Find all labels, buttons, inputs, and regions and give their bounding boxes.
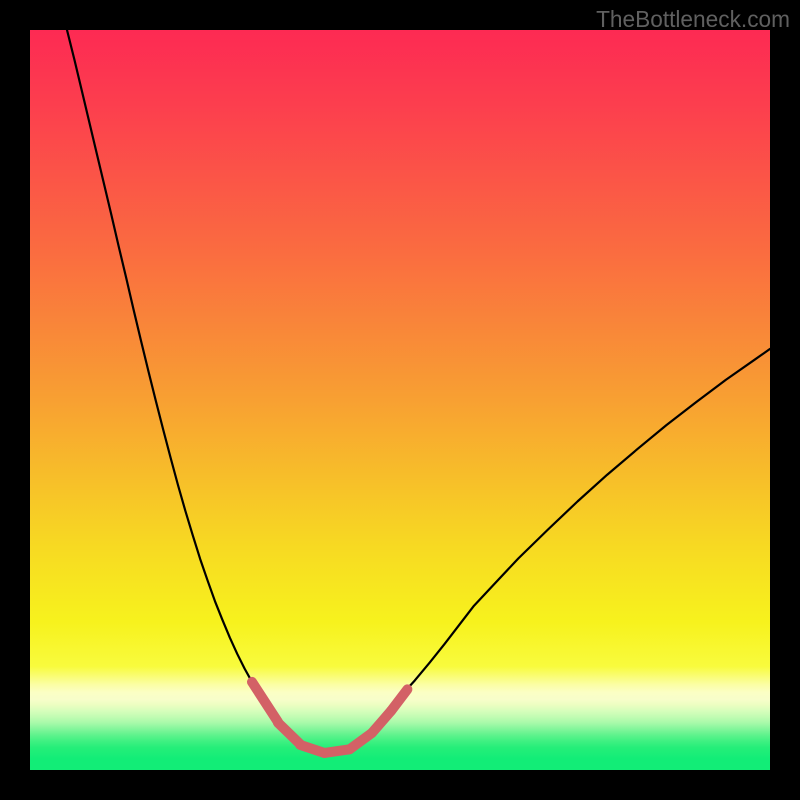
plot-area — [30, 30, 770, 770]
watermark-text: TheBottleneck.com — [596, 6, 790, 33]
gradient-background — [30, 30, 770, 770]
chart-root: TheBottleneck.com — [0, 0, 800, 800]
